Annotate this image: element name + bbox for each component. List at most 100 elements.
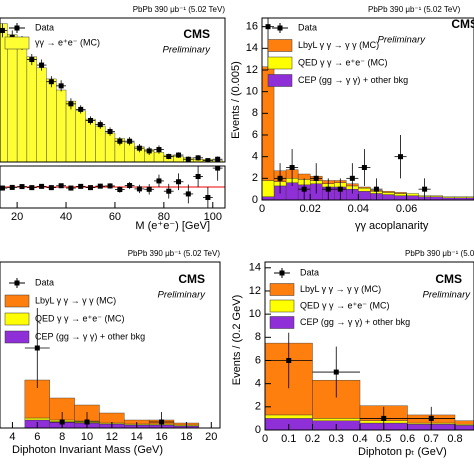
axes-frame <box>0 261 221 429</box>
histogram-bar <box>406 193 419 196</box>
data-point <box>333 369 339 375</box>
axes-frame <box>261 17 474 201</box>
data-point <box>68 101 74 107</box>
histogram-bar <box>16 45 28 162</box>
y-axis-label: Events / (0.005) <box>230 61 242 139</box>
data-point <box>34 345 40 351</box>
data-point <box>286 357 292 363</box>
histogram-bar <box>406 195 419 200</box>
data-point <box>176 152 182 158</box>
plot-area <box>262 18 474 200</box>
histogram-bar <box>24 417 50 421</box>
histogram-bar <box>95 125 106 162</box>
y-tick-label: 12 <box>249 285 261 297</box>
legend-swatch <box>267 39 293 52</box>
cms-label: CMS <box>451 17 474 31</box>
histogram-bar <box>382 192 395 195</box>
histogram-bar <box>466 196 474 199</box>
x-tick-label: 0.1 <box>281 433 296 445</box>
x-tick-label: 0.8 <box>447 433 462 445</box>
x-tick-label: 8 <box>59 431 65 443</box>
data-point <box>205 195 211 200</box>
legend-swatch <box>4 294 30 308</box>
header: PbPb 390 μb⁻¹ (5.02 TeV) <box>128 249 221 258</box>
histogram-bar <box>56 89 67 162</box>
histogram-bar <box>382 191 395 193</box>
y-tick-label: 16 <box>246 21 258 33</box>
x-tick-label: 0.5 <box>376 433 391 445</box>
data-point <box>166 153 172 159</box>
y-tick-label: 6 <box>252 129 258 141</box>
data-point <box>215 156 221 162</box>
legend-swatch <box>267 56 293 70</box>
x-tick-label: 80 <box>158 211 170 223</box>
legend-label: LbyL γ γ → γ γ (MC) <box>35 295 116 305</box>
histogram-bar <box>358 186 371 189</box>
histogram-bar <box>442 196 455 199</box>
data-point <box>117 138 123 144</box>
header: PbPb 390 μb⁻¹ (5.02 TeV) <box>368 5 461 14</box>
y-tick-label: 10 <box>249 308 261 320</box>
data-point <box>166 188 172 194</box>
x-tick-label: 0.06 <box>396 203 417 215</box>
preliminary-label: Preliminary <box>157 290 206 301</box>
y-tick-label: 12 <box>246 64 258 76</box>
histogram-bar <box>394 195 407 200</box>
legend-label: Data <box>300 267 319 277</box>
x-axis-label: M (e⁺e⁻) [GeV] <box>135 220 210 232</box>
histogram-bar <box>36 67 47 162</box>
data-point <box>325 186 331 192</box>
legend-label: Data <box>35 22 54 32</box>
data-point <box>127 138 133 144</box>
legend-swatch <box>269 316 295 329</box>
x-tick-label: 18 <box>180 431 192 443</box>
cms-label: CMS <box>183 27 210 41</box>
legend-label: CEP (gg → γ γ) + other bkg <box>298 75 408 85</box>
histogram-bar <box>394 192 407 194</box>
histogram-bar <box>358 187 371 192</box>
x-tick-label: 0 <box>262 433 268 445</box>
data-point <box>107 129 113 135</box>
data-point <box>195 174 201 179</box>
data-point <box>87 117 93 123</box>
ratio-area <box>0 166 225 208</box>
preliminary-label: Preliminary <box>422 290 471 301</box>
x-tick-label: 6 <box>34 431 40 443</box>
data-point <box>136 186 142 192</box>
data-point <box>0 185 5 191</box>
histogram-bar <box>153 152 165 162</box>
y-axis-label: Events / (0.2 GeV) <box>231 295 243 385</box>
plot-area <box>0 23 223 162</box>
x-tick-label: 100 <box>204 211 222 223</box>
histogram-bar <box>358 191 371 200</box>
data-point <box>301 186 307 192</box>
data-point <box>265 24 271 30</box>
data-point <box>156 147 162 153</box>
x-tick-label: 0 <box>259 203 265 215</box>
legend-marker <box>14 280 20 286</box>
data-point <box>78 106 84 112</box>
data-point <box>39 183 45 189</box>
x-tick-label: 0.02 <box>299 203 320 215</box>
data-point <box>9 184 15 190</box>
y-tick-label: 0 <box>252 194 258 206</box>
legend-label: QED γ γ → e⁺e⁻ (MC) <box>298 57 388 67</box>
histogram-bar <box>99 412 125 424</box>
histogram-bar <box>394 193 407 196</box>
x-tick-label: 60 <box>109 211 121 223</box>
y-tick-label: 8 <box>252 107 258 119</box>
data-point <box>185 156 191 162</box>
data-point <box>29 185 35 191</box>
legend-label: CEP (gg → γ γ) + other bkg <box>35 331 145 341</box>
data-point <box>381 415 387 421</box>
x-tick-label: 10 <box>81 431 93 443</box>
data-point <box>48 185 54 191</box>
data-point <box>398 154 404 160</box>
data-point <box>39 62 45 68</box>
data-point <box>422 186 428 192</box>
data-point <box>58 183 64 189</box>
data-point <box>373 186 379 192</box>
data-point <box>87 185 93 191</box>
data-point <box>176 179 182 185</box>
